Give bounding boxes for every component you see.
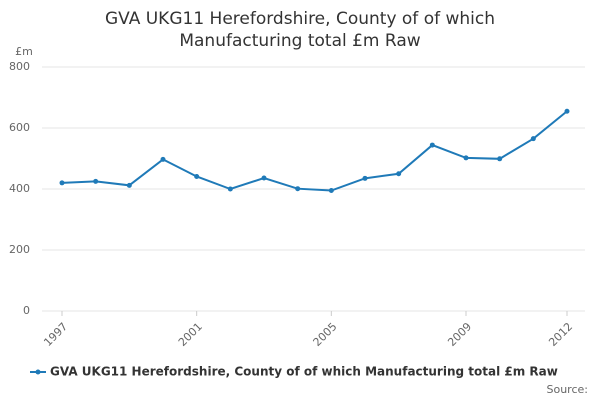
y-tick-label: 600 — [9, 121, 30, 134]
point — [429, 142, 435, 148]
line — [61, 110, 568, 192]
y-tick-label: 0 — [23, 304, 30, 317]
point — [463, 155, 469, 161]
x-tick-label: 2009 — [445, 320, 474, 349]
x-tick-label: 1997 — [41, 320, 70, 349]
y-tick-label: 800 — [9, 60, 30, 73]
legend-label: GVA UKG11 Herefordshire, County of of wh… — [50, 365, 558, 379]
point — [59, 180, 65, 186]
point — [126, 182, 132, 188]
point — [564, 108, 570, 114]
point — [261, 175, 267, 181]
y-axis-label: £m — [15, 45, 33, 58]
point — [328, 188, 334, 194]
point — [227, 186, 233, 192]
x-tick-label: 2012 — [546, 320, 575, 349]
point — [396, 171, 402, 177]
chart-title: GVA UKG11 Herefordshire, County of of wh… — [104, 9, 496, 51]
point — [295, 186, 301, 192]
point — [497, 156, 503, 162]
point — [93, 178, 99, 184]
legend-dot — [35, 369, 41, 375]
y-tick-label: 400 — [9, 182, 30, 195]
source: Source: — [547, 383, 589, 396]
point — [530, 136, 536, 142]
y-tick-label: 200 — [9, 243, 30, 256]
x-tick-label: 2001 — [176, 320, 205, 349]
point — [160, 156, 166, 162]
point — [362, 175, 368, 181]
point — [194, 173, 200, 179]
x-tick-label: 2005 — [311, 320, 340, 349]
